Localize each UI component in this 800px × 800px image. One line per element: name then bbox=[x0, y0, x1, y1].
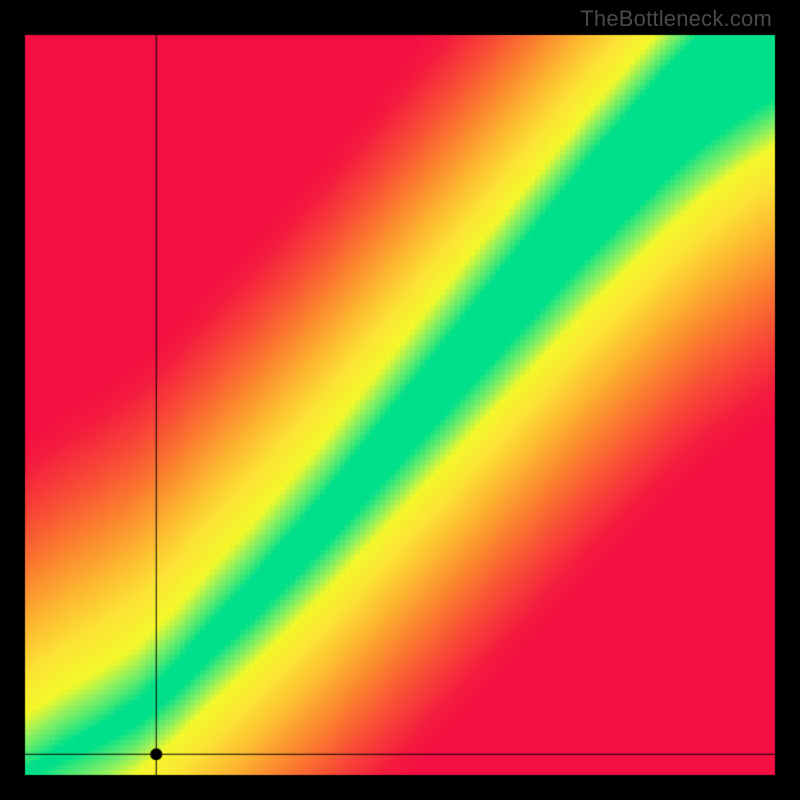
watermark-text: TheBottleneck.com bbox=[580, 6, 772, 32]
bottleneck-heatmap bbox=[0, 0, 800, 800]
